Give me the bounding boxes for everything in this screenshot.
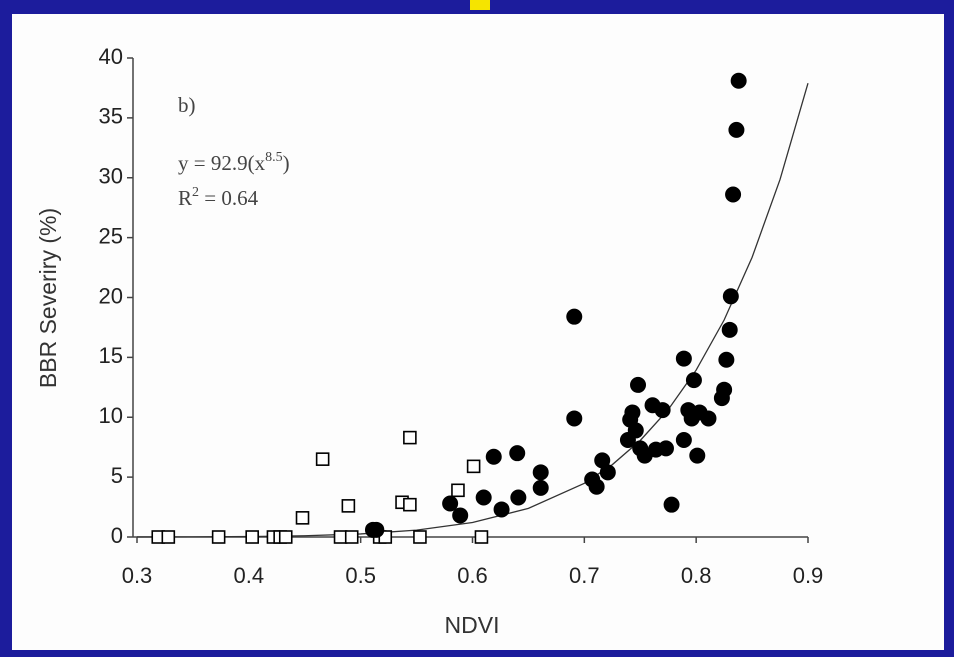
data-point [315,452,330,466]
data-point [403,430,417,445]
data-point [344,530,359,544]
data-point [685,372,702,389]
data-point [485,448,502,465]
data-point [627,422,644,439]
y-tick-label: 5 [111,463,123,488]
data-point [566,308,583,325]
data-point [466,459,481,474]
data-point [341,499,356,513]
r-squared-superscript: 2 [192,185,199,200]
data-point [689,447,706,464]
data-point [716,381,733,398]
data-point [442,495,459,512]
equation-close: ) [283,151,290,175]
x-tick-label: 0.9 [793,563,824,588]
data-point [675,350,692,367]
data-point [630,376,647,393]
y-axis-label: BBR Severiry (%) [35,208,61,388]
chart: b) y = 92.9(x8.5) R2 = 0.64 NDVI BBR Sev… [35,44,823,638]
y-tick-label: 10 [99,403,123,428]
slide-decoration [470,0,490,10]
data-point [532,479,549,496]
data-point [654,402,671,419]
data-point [566,410,583,427]
equation: y = 92.9(x8.5) [178,150,290,175]
x-tick-label: 0.4 [234,563,265,588]
y-tick-label: 20 [99,283,123,308]
data-point [452,507,469,524]
data-point [599,464,616,481]
equation-exponent: 8.5 [265,150,283,165]
data-point [451,483,465,498]
data-point [722,288,739,305]
data-point [493,501,510,518]
data-point [510,489,527,506]
y-tick-label: 40 [99,44,123,69]
r-squared-value: = 0.64 [199,186,259,210]
data-point [700,410,717,427]
y-tick-label: 0 [111,523,123,548]
data-point [295,511,310,525]
panel-label: b) [178,93,196,117]
data-point [278,530,293,544]
data-point [161,530,176,544]
figure-panel [12,14,944,650]
data-point [588,478,605,495]
data-point [245,530,259,544]
y-tick-label: 15 [99,343,123,368]
r-squared: R2 = 0.64 [178,185,259,210]
x-tick-label: 0.8 [681,563,712,588]
x-tick-label: 0.6 [457,563,488,588]
x-tick-label: 0.5 [345,563,376,588]
data-point [728,121,745,138]
y-tick-label: 35 [99,104,123,129]
data-point [624,404,641,421]
data-point [509,445,526,462]
x-tick-label: 0.3 [122,563,153,588]
x-tick-label: 0.7 [569,563,600,588]
data-point [211,530,226,544]
data-point [403,497,417,512]
data-point [475,489,492,506]
x-axis-label: NDVI [445,612,500,638]
data-point [474,530,489,544]
y-tick-label: 30 [99,164,123,189]
data-point [532,464,549,481]
r-squared-text: R [178,186,192,210]
data-point [413,530,427,544]
data-point [333,530,348,544]
data-point [718,351,735,368]
equation-text: y = 92.9(x [178,151,266,175]
data-point [725,186,742,203]
y-tick-label: 25 [99,223,123,248]
data-point [368,521,385,538]
data-point [675,432,692,449]
data-point [721,321,738,338]
data-point [657,440,674,457]
data-point [663,496,680,513]
data-point [730,72,747,89]
